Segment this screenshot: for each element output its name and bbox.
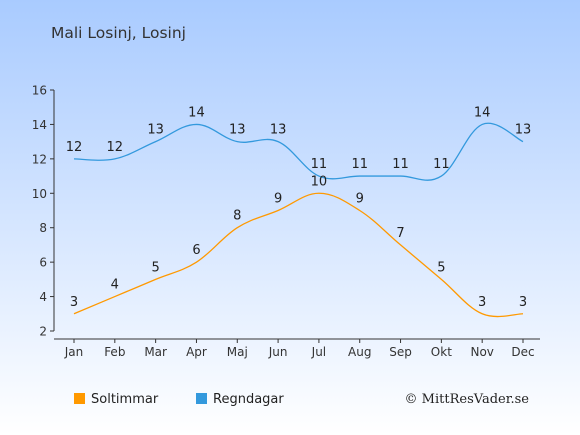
y-tick-label: 10 xyxy=(32,187,47,201)
x-tick-label: Jun xyxy=(268,345,288,359)
legend: Soltimmar Regndagar xyxy=(74,392,284,407)
data-label: 11 xyxy=(433,157,450,172)
legend-label: Regndagar xyxy=(213,392,284,407)
data-label: 3 xyxy=(478,295,486,310)
x-tick-label: Feb xyxy=(104,345,125,359)
data-label: 12 xyxy=(107,140,124,155)
series-line-soltimmar xyxy=(73,192,524,318)
series-line-regndagar xyxy=(73,122,524,181)
data-label: 11 xyxy=(392,157,409,172)
legend-swatch xyxy=(196,393,207,404)
data-label: 11 xyxy=(351,157,368,172)
y-tick-label: 16 xyxy=(32,84,47,98)
data-label: 7 xyxy=(396,226,404,241)
data-labels: 3 4 5 6 8 9 10 9 7 5 3 3 12 12 13 14 13 13 11 11 11 11 14 13 xyxy=(66,105,532,309)
y-tick-label: 4 xyxy=(39,290,47,304)
data-label: 5 xyxy=(151,260,159,275)
data-label: 14 xyxy=(474,105,491,120)
x-tick-label: Jul xyxy=(311,345,326,359)
x-tick-label: Aug xyxy=(348,345,371,359)
data-label: 3 xyxy=(70,295,78,310)
y-tick-label: 8 xyxy=(39,221,47,235)
x-tick-label: Okt xyxy=(431,345,452,359)
data-label: 11 xyxy=(311,157,328,172)
x-tick-label: Jan xyxy=(64,345,84,359)
chart-title: Mali Losinj, Losinj xyxy=(51,24,186,42)
data-label: 13 xyxy=(270,123,287,138)
data-label: 5 xyxy=(437,260,445,275)
data-label: 14 xyxy=(188,105,205,120)
legend-label: Soltimmar xyxy=(91,392,159,407)
data-label: 13 xyxy=(229,123,246,138)
data-label: 3 xyxy=(519,295,527,310)
data-label: 10 xyxy=(311,174,328,189)
data-label: 13 xyxy=(147,123,164,138)
data-label: 4 xyxy=(111,278,119,293)
credit-text: © MittResVader.se xyxy=(405,392,530,407)
data-label: 13 xyxy=(515,123,532,138)
x-tick-label: Nov xyxy=(470,345,493,359)
data-label: 9 xyxy=(274,192,282,207)
data-label: 8 xyxy=(233,209,241,224)
y-tick-label: 2 xyxy=(39,325,47,339)
x-tick-label: Apr xyxy=(186,345,207,359)
x-tick-label: Dec xyxy=(511,345,534,359)
data-label: 12 xyxy=(66,140,83,155)
legend-swatch xyxy=(74,393,85,404)
x-tick-label: Maj xyxy=(227,345,248,359)
series-layer xyxy=(73,122,524,318)
x-tick-label: Sep xyxy=(389,345,412,359)
y-tick-label: 6 xyxy=(39,256,47,270)
data-label: 9 xyxy=(356,192,364,207)
y-tick-label: 12 xyxy=(32,152,47,166)
y-tick-label: 14 xyxy=(32,118,47,132)
x-tick-label: Mar xyxy=(144,345,167,359)
axes: 2 4 6 8 10 12 14 16 Jan Feb Mar Apr Maj Jun Jul Aug Sep O… xyxy=(32,84,540,359)
data-label: 6 xyxy=(192,243,200,258)
